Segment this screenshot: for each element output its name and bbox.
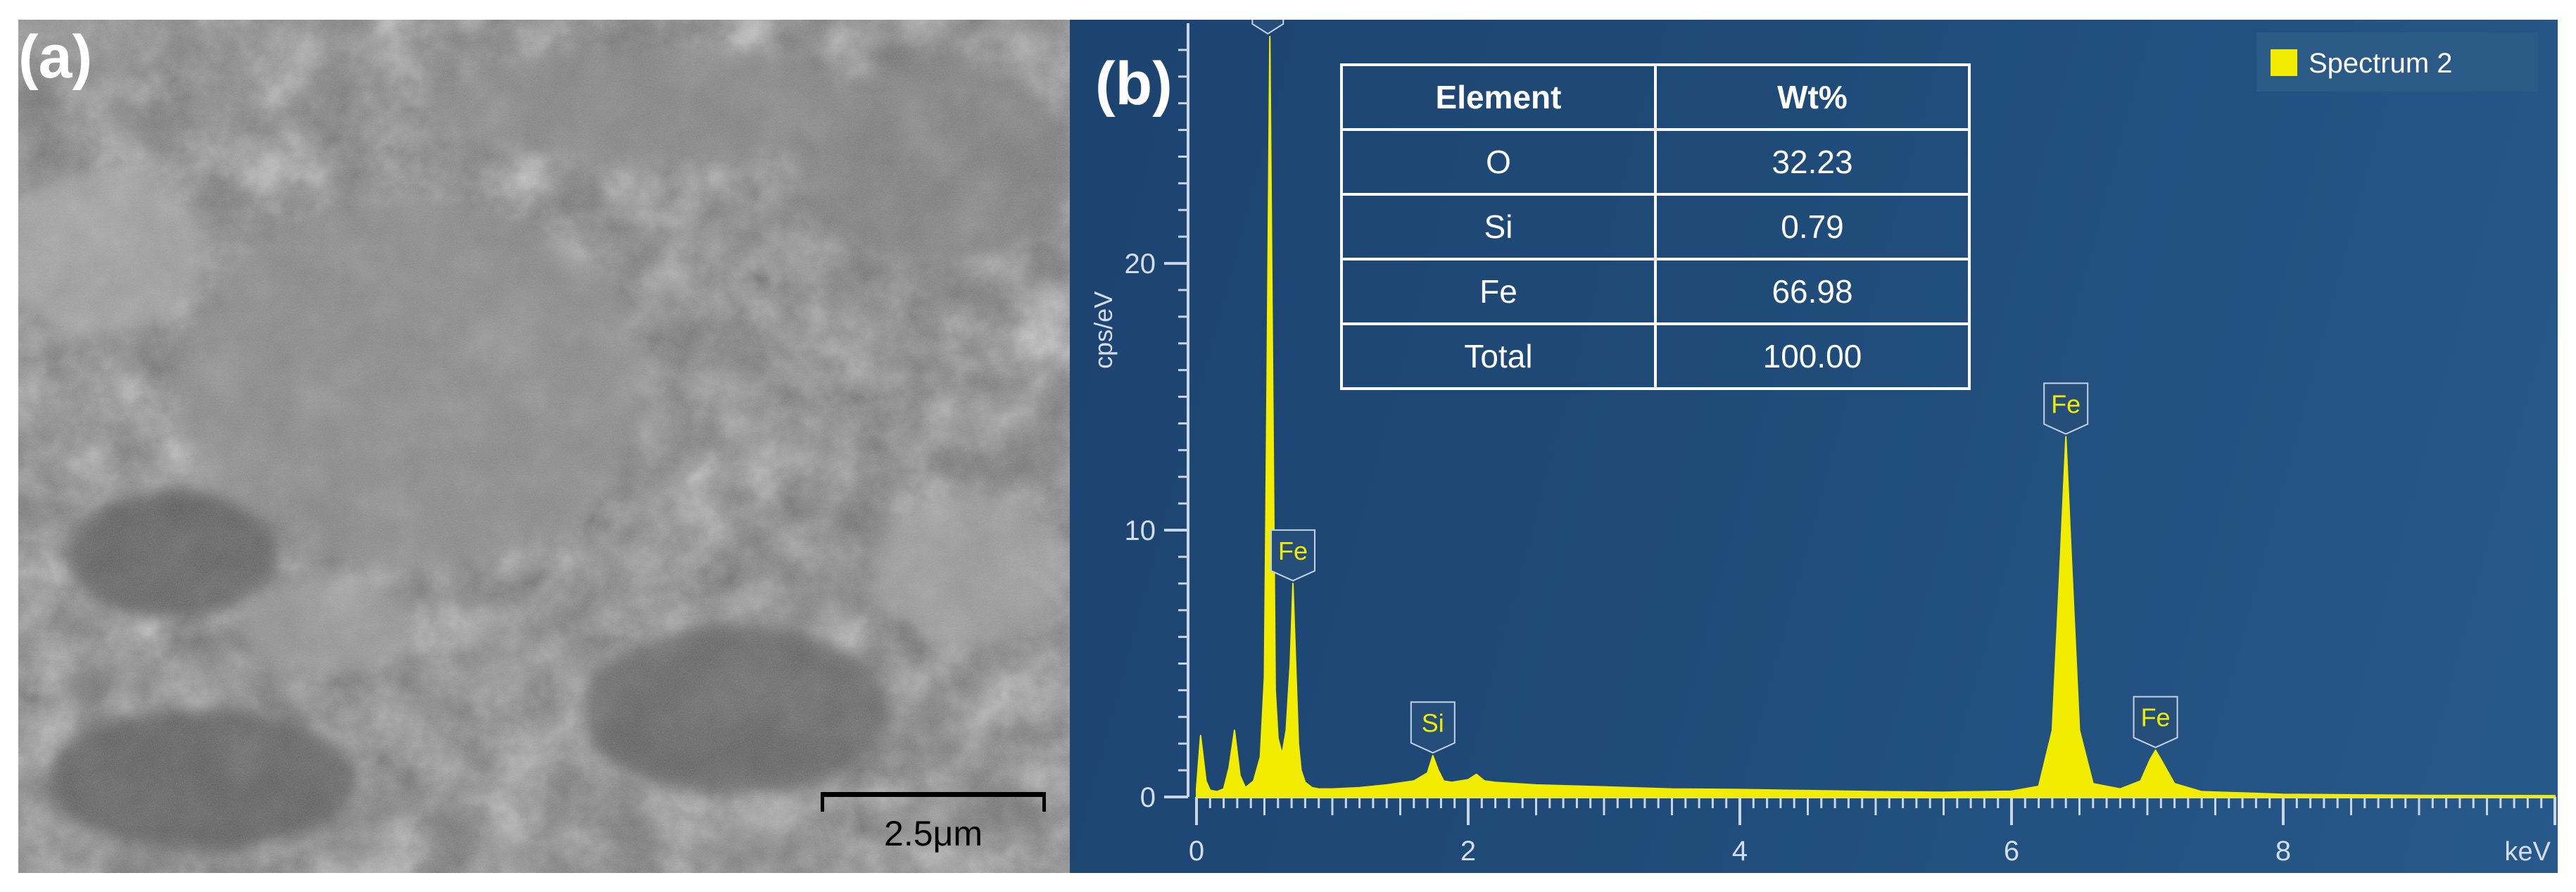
x-axis-label: keV bbox=[2505, 837, 2551, 867]
table-header-row: Element Wt% bbox=[1340, 63, 1971, 131]
peak-label-si: Si bbox=[1422, 708, 1444, 737]
peak-label-box bbox=[1270, 529, 1316, 582]
y-tick-label: 10 bbox=[1125, 515, 1156, 546]
table-row: O 32.23 bbox=[1340, 128, 1971, 196]
legend-label: Spectrum 2 bbox=[2309, 48, 2453, 79]
element-cell: Total bbox=[1340, 322, 1657, 390]
element-cell: O bbox=[1340, 128, 1657, 196]
x-tick-label: 4 bbox=[1732, 836, 1748, 867]
peak-label-fe: Fe bbox=[2141, 703, 2171, 732]
header-wt-percent: Wt% bbox=[1654, 63, 1971, 131]
x-tick-label: 2 bbox=[1460, 836, 1476, 867]
spectrum-2-area bbox=[1196, 35, 2556, 798]
scale-bar-line bbox=[821, 792, 1046, 812]
scale-bar-label: 2.5μm bbox=[884, 814, 983, 853]
y-tick-label: 20 bbox=[1125, 249, 1156, 279]
legend[interactable]: Spectrum 2 bbox=[2256, 32, 2538, 92]
peak-label-box bbox=[1410, 701, 1456, 754]
y-tick-label: 0 bbox=[1140, 782, 1156, 813]
x-tick-label: 8 bbox=[2275, 836, 2291, 867]
table-row: Si 0.79 bbox=[1340, 193, 1971, 260]
sem-micrograph bbox=[18, 20, 1070, 873]
peak-label-box bbox=[1251, 20, 1284, 35]
table-row: Fe 66.98 bbox=[1340, 258, 1971, 325]
wt-cell: 66.98 bbox=[1654, 258, 1971, 325]
peak-label-box bbox=[2133, 696, 2178, 748]
element-cell: Si bbox=[1340, 193, 1657, 260]
wt-cell: 32.23 bbox=[1654, 128, 1971, 196]
scale-bar: 2.5μm bbox=[821, 792, 1046, 853]
x-tick-label: 0 bbox=[1189, 836, 1204, 867]
header-element: Element bbox=[1340, 63, 1657, 131]
composition-table: Element Wt% O 32.23 Si 0.79 Fe 66.98 Tot… bbox=[1340, 63, 1971, 390]
x-tick-label: 6 bbox=[2004, 836, 2019, 867]
element-cell: Fe bbox=[1340, 258, 1657, 325]
y-axis-label: cps/eV bbox=[1089, 291, 1118, 369]
peak-label-box bbox=[2043, 382, 2089, 435]
panel-a-label: (a) bbox=[18, 23, 93, 91]
wt-cell: 100.00 bbox=[1654, 322, 1971, 390]
peak-label-fe: Fe bbox=[1278, 536, 1308, 565]
sem-image-panel: 2.5μm bbox=[18, 20, 1070, 873]
table-row: Total 100.00 bbox=[1340, 322, 1971, 390]
wt-cell: 0.79 bbox=[1654, 193, 1971, 260]
peak-label-fe: Fe bbox=[2051, 389, 2081, 418]
legend-swatch bbox=[2271, 49, 2297, 76]
panel-b-label: (b) bbox=[1095, 50, 1173, 118]
